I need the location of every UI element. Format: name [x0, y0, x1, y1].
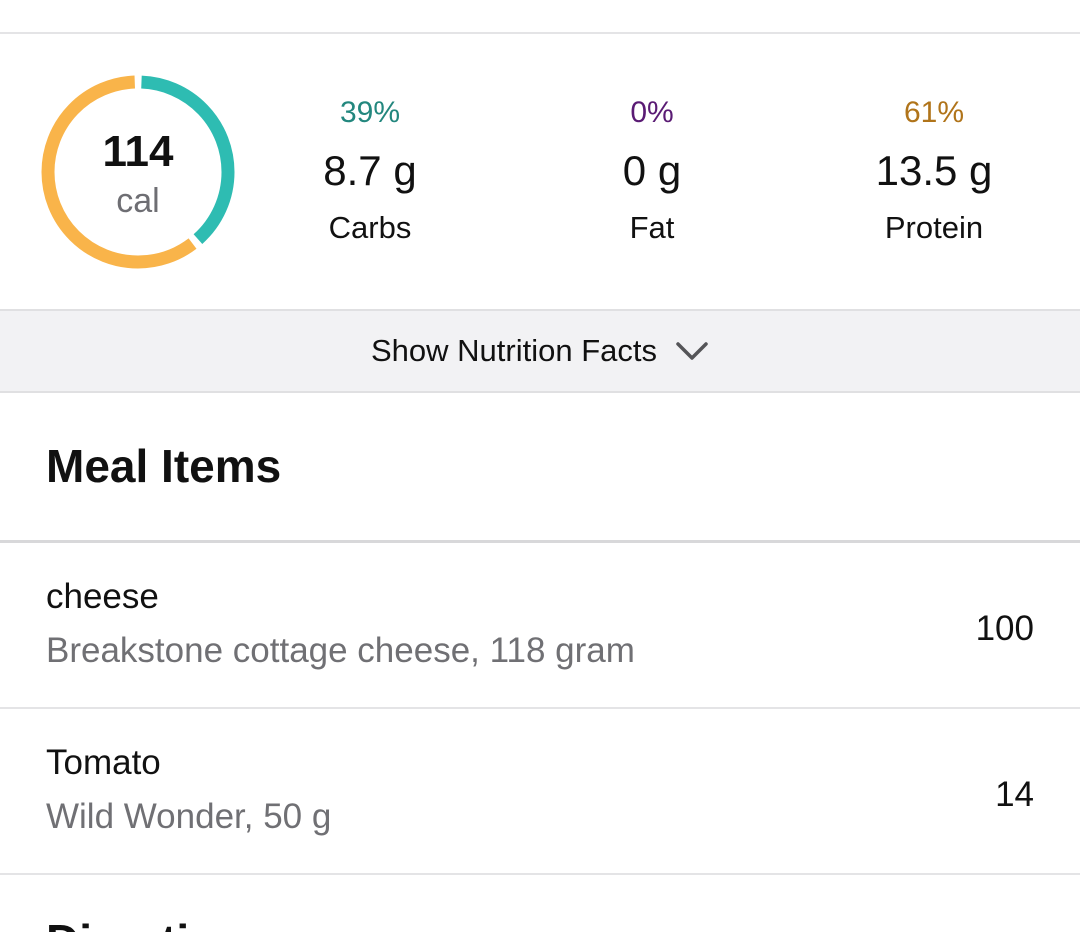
meal-item-description: Wild Wonder, 50 g — [46, 797, 332, 836]
top-divider — [0, 32, 1080, 34]
calorie-total: 114 — [102, 127, 174, 176]
protein-percent: 61% — [903, 96, 965, 129]
fat-percent: 0% — [630, 96, 674, 129]
ring-segment-protein — [41, 75, 235, 269]
fat-grams: 0 g — [622, 147, 682, 194]
meal-item-name: Tomato — [46, 743, 161, 782]
macro-protein: 61% 13.5 g Protein — [814, 96, 1054, 245]
fat-label: Fat — [629, 210, 675, 245]
carbs-grams: 8.7 g — [323, 147, 417, 194]
carbs-percent: 39% — [339, 96, 401, 129]
meal-items-title: Meal Items — [46, 440, 282, 492]
calorie-ring-chart — [41, 75, 235, 269]
carbs-label: Carbs — [328, 210, 412, 245]
macro-fat: 0% 0 g Fat — [532, 96, 772, 245]
protein-grams: 13.5 g — [875, 147, 993, 194]
show-nutrition-facts-button[interactable]: Show Nutrition Facts — [0, 309, 1080, 393]
meal-item-name: cheese — [46, 577, 159, 616]
protein-label: Protein — [884, 210, 984, 245]
nutrition-summary: 114 cal 39% 8.7 g Carbs 0% 0 g Fat 61% 1… — [0, 34, 1080, 309]
calorie-unit: cal — [116, 182, 160, 220]
chevron-down-icon — [676, 342, 708, 360]
show-nutrition-facts-label: Show Nutrition Facts — [371, 333, 657, 368]
meal-items-divider — [0, 540, 1080, 543]
meal-item-row[interactable]: Tomato Wild Wonder, 50 g 14 — [0, 709, 1080, 875]
meal-item-description: Breakstone cottage cheese, 118 gram — [46, 631, 635, 670]
directions-title: Directions — [46, 918, 271, 932]
meal-item-calories: 100 — [975, 609, 1034, 648]
macro-carbs: 39% 8.7 g Carbs — [250, 96, 490, 245]
meal-item-row[interactable]: cheese Breakstone cottage cheese, 118 gr… — [0, 543, 1080, 709]
calorie-ring: 114 cal — [40, 74, 236, 270]
ring-segment-carbs — [41, 75, 235, 269]
meal-item-calories: 14 — [995, 775, 1034, 814]
